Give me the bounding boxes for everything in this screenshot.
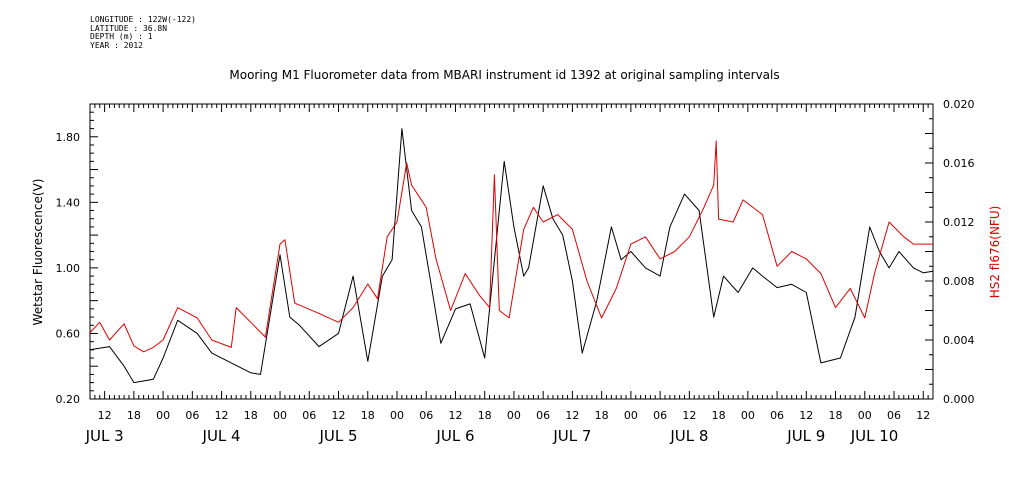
x-hour-label: 00: [156, 409, 170, 422]
x-date-label: JUL 3: [85, 427, 124, 445]
x-hour-label: 00: [741, 409, 755, 422]
y2-tick-label: 0.020: [943, 98, 975, 111]
x-hour-label: 18: [361, 409, 375, 422]
x-hour-label: 06: [536, 409, 550, 422]
x-hour-label: 00: [624, 409, 638, 422]
location-info: LONGITUDE : 122W(-122) LATITUDE : 36.8N …: [90, 15, 196, 50]
x-hour-label: 00: [507, 409, 521, 422]
x-hour-label: 06: [302, 409, 316, 422]
x-date-label: JUL 4: [202, 427, 241, 445]
y-axis-title: Wetstar Fluorescence(V): [31, 179, 45, 326]
x-hour-label: 06: [887, 409, 901, 422]
hs2-fl676-line: [89, 140, 933, 353]
x-hour-label: 18: [712, 409, 726, 422]
y-tick-label: 1.40: [56, 196, 81, 209]
axis-ticks: [89, 103, 934, 400]
x-hour-label: 00: [273, 409, 287, 422]
x-hour-label: 18: [595, 409, 609, 422]
y2-tick-label: 0.016: [943, 157, 975, 170]
x-hour-label: 06: [419, 409, 433, 422]
x-date-label: JUL 8: [669, 427, 708, 445]
year-label: YEAR : 2012: [90, 40, 143, 50]
x-hour-label: 06: [653, 409, 667, 422]
depth-label: DEPTH (m) : 1: [90, 32, 153, 42]
tick-labels: 12 18 00 06 12 18 00 06 12 18 00 06 12 18 00 06 12 18 00 06…: [56, 98, 975, 445]
x-hour-label: 12: [448, 409, 462, 422]
x-date-label: JUL 5: [318, 427, 357, 445]
x-hour-label: 12: [332, 409, 346, 422]
latitude-label: LATITUDE : 36.8N: [90, 23, 168, 33]
x-hour-label: 00: [858, 409, 872, 422]
x-hour-label: 18: [127, 409, 141, 422]
y2-tick-label: 0.012: [943, 216, 975, 229]
longitude-label: LONGITUDE : 122W(-122): [90, 15, 196, 24]
x-hour-label: 18: [244, 409, 258, 422]
x-hour-label: 12: [215, 409, 229, 422]
x-date-label: JUL 6: [435, 427, 474, 445]
x-hour-label: 12: [565, 409, 579, 422]
x-hour-label: 12: [916, 409, 930, 422]
x-hour-label: 00: [390, 409, 404, 422]
x-hour-label: 06: [185, 409, 199, 422]
y-tick-label: 1.80: [56, 131, 81, 144]
x-hour-label: 18: [829, 409, 843, 422]
y-tick-label: 1.00: [56, 262, 81, 275]
x-hour-label: 12: [98, 409, 112, 422]
chart-title: Mooring M1 Fluorometer data from MBARI i…: [229, 68, 780, 82]
y2-tick-label: 0.000: [943, 393, 975, 406]
y2-axis-title: HS2 fl676(NFU): [988, 206, 1002, 299]
x-hour-label: 12: [682, 409, 696, 422]
x-date-label: JUL 10: [850, 427, 899, 445]
x-date-label: JUL 7: [552, 427, 591, 445]
y2-tick-label: 0.008: [943, 275, 975, 288]
plot-frame: [89, 103, 934, 400]
y2-tick-label: 0.004: [943, 334, 975, 347]
wetstar-fluorescence-line: [89, 128, 934, 384]
y-tick-label: 0.20: [56, 393, 81, 406]
y-tick-label: 0.60: [56, 327, 81, 340]
x-hour-label: 06: [770, 409, 784, 422]
x-hour-label: 18: [478, 409, 492, 422]
x-date-label: JUL 9: [786, 427, 825, 445]
x-hour-label: 12: [799, 409, 813, 422]
series-lines: [89, 128, 934, 384]
